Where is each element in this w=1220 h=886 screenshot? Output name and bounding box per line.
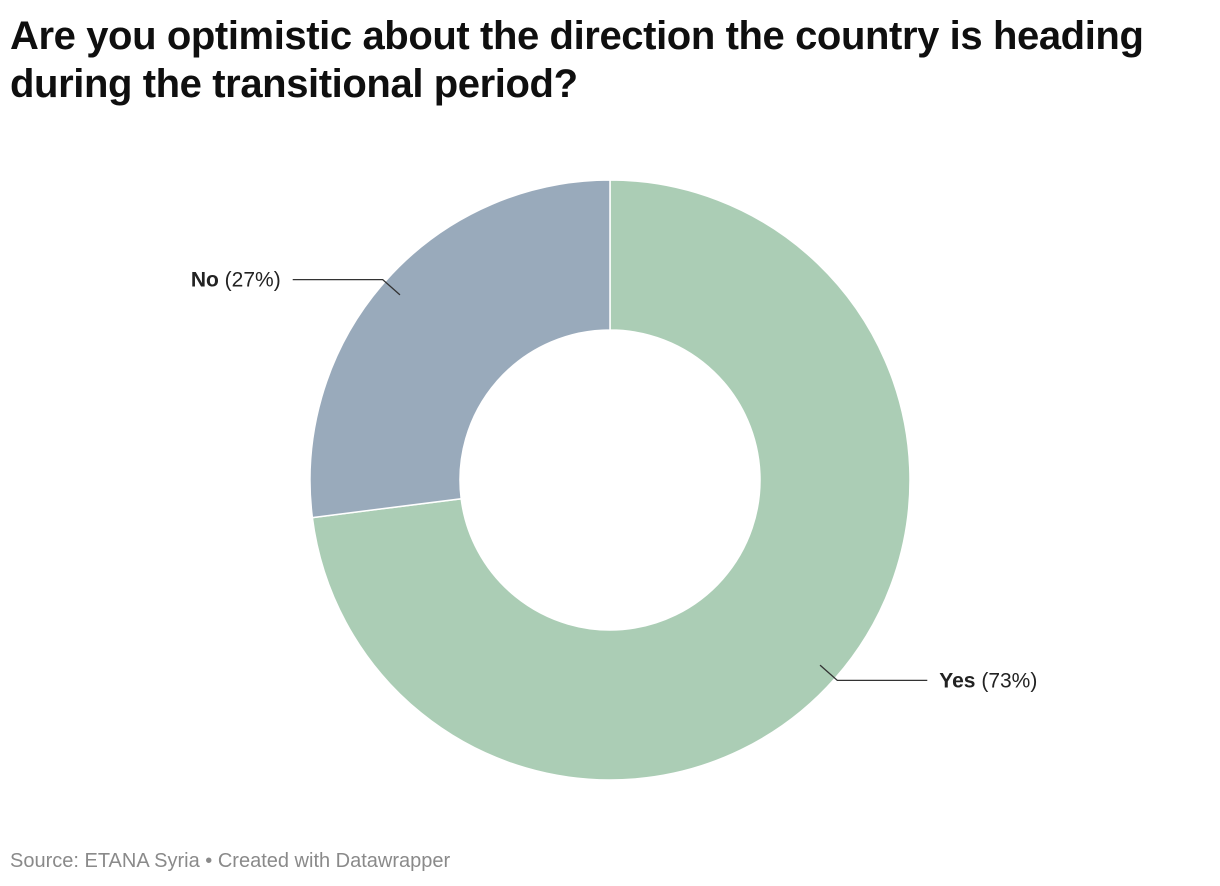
credit-link[interactable]: Created with Datawrapper [217,850,451,872]
chart-footer: Source: ETANA Syria • Created with Dataw… [10,850,450,873]
leader-line-yes [819,664,928,682]
slice-category-label: No [191,269,219,292]
slice-category-label: Yes [939,669,975,692]
slice-yes[interactable] [311,179,911,781]
source-text: Source: ETANA Syria [10,850,200,872]
label-leader-lines [292,278,928,682]
leader-line-no [292,278,401,296]
footer-separator: • [205,850,213,872]
slice-value-label: (73%) [976,669,1038,692]
chart-title: Are you optimistic about the direction t… [10,14,1144,106]
slice-label-yes: Yes (73%) [939,669,1037,692]
donut-slices [309,179,911,781]
slice-value-label: (27%) [219,269,281,292]
slice-label-no: No (27%) [191,269,281,292]
slice-labels: Yes (73%) No (27%) [191,269,1038,693]
slice-no[interactable] [309,179,611,519]
